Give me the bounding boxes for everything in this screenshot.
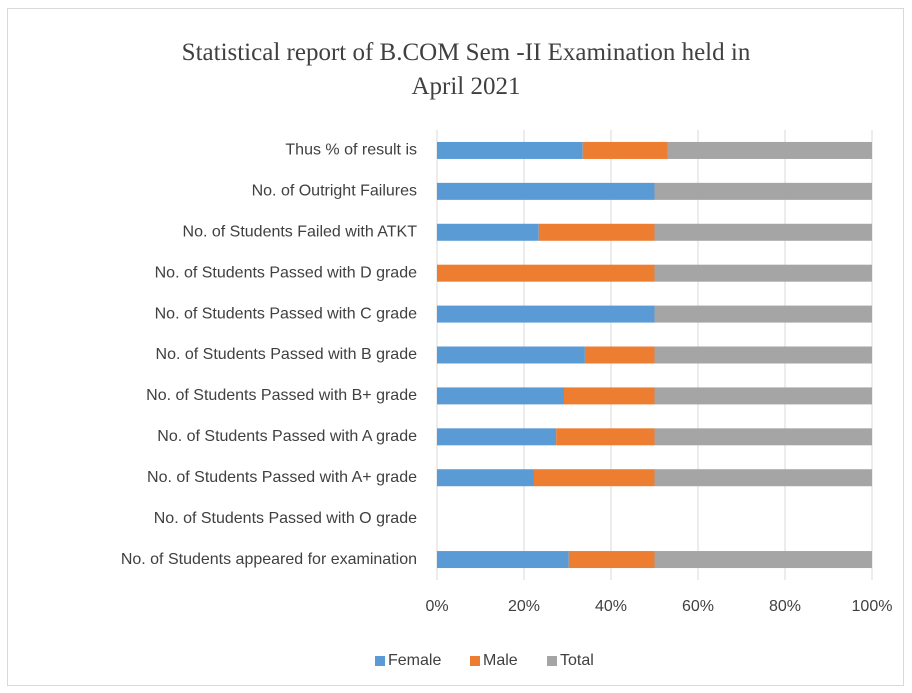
- x-tick-label: 40%: [595, 598, 627, 615]
- legend-swatch: [375, 656, 385, 666]
- bar-segment: [437, 305, 655, 323]
- x-tick-label: 80%: [769, 598, 801, 615]
- bar-segment: [534, 469, 655, 487]
- legend-label: Male: [483, 652, 518, 669]
- bar-segment: [654, 428, 872, 446]
- bar-segment: [654, 305, 872, 323]
- y-tick-label: No. of Students Passed with A+ grade: [147, 469, 417, 486]
- y-tick-label: No. of Students Passed with C grade: [155, 305, 417, 322]
- bar-segment: [437, 551, 569, 569]
- bar-segment: [437, 141, 583, 159]
- bar-segment: [584, 346, 655, 364]
- bar-segment: [538, 223, 655, 241]
- bar-segment: [437, 223, 539, 241]
- bar-segment: [654, 469, 872, 487]
- legend-swatch: [470, 656, 480, 666]
- bar-segment: [654, 264, 872, 282]
- y-tick-label: No. of Students Passed with O grade: [154, 510, 417, 527]
- x-tick-label: 60%: [682, 598, 714, 615]
- y-tick-label: No. of Students appeared for examination: [121, 551, 417, 568]
- y-tick-label: No. of Students Passed with B grade: [156, 346, 418, 363]
- bar-segment: [654, 387, 872, 405]
- x-tick-label: 0%: [425, 598, 448, 615]
- bar-segment: [667, 141, 872, 159]
- bar-segment: [568, 551, 655, 569]
- legend-label: Total: [560, 652, 594, 669]
- bar-segment: [654, 346, 872, 364]
- y-tick-label: No. of Students Passed with A grade: [157, 428, 417, 445]
- x-tick-label: 100%: [852, 598, 893, 615]
- bar-segment: [582, 141, 668, 159]
- y-tick-label: No. of Students Passed with B+ grade: [146, 387, 417, 404]
- y-tick-label: No. of Students Failed with ATKT: [183, 223, 418, 240]
- chart-title: Statistical report of B.COM Sem -II Exam…: [182, 39, 751, 100]
- legend-label: Female: [388, 652, 441, 669]
- bar-segment: [437, 346, 585, 364]
- bar-segment: [556, 428, 655, 446]
- bar-segment: [654, 551, 872, 569]
- bar-segment: [437, 428, 557, 446]
- y-tick-label: No. of Students Passed with D grade: [155, 264, 417, 281]
- bar-segment: [437, 264, 655, 282]
- bar-segment: [654, 223, 872, 241]
- bar-segment: [654, 182, 872, 200]
- legend-swatch: [547, 656, 557, 666]
- y-tick-label: Thus % of result is: [285, 142, 417, 159]
- bar-segment: [437, 182, 655, 200]
- y-tick-label: No. of Outright Failures: [252, 183, 417, 200]
- bar-segment: [437, 387, 565, 405]
- x-tick-label: 20%: [508, 598, 540, 615]
- bar-segment: [437, 469, 535, 487]
- bar-segment: [564, 387, 655, 405]
